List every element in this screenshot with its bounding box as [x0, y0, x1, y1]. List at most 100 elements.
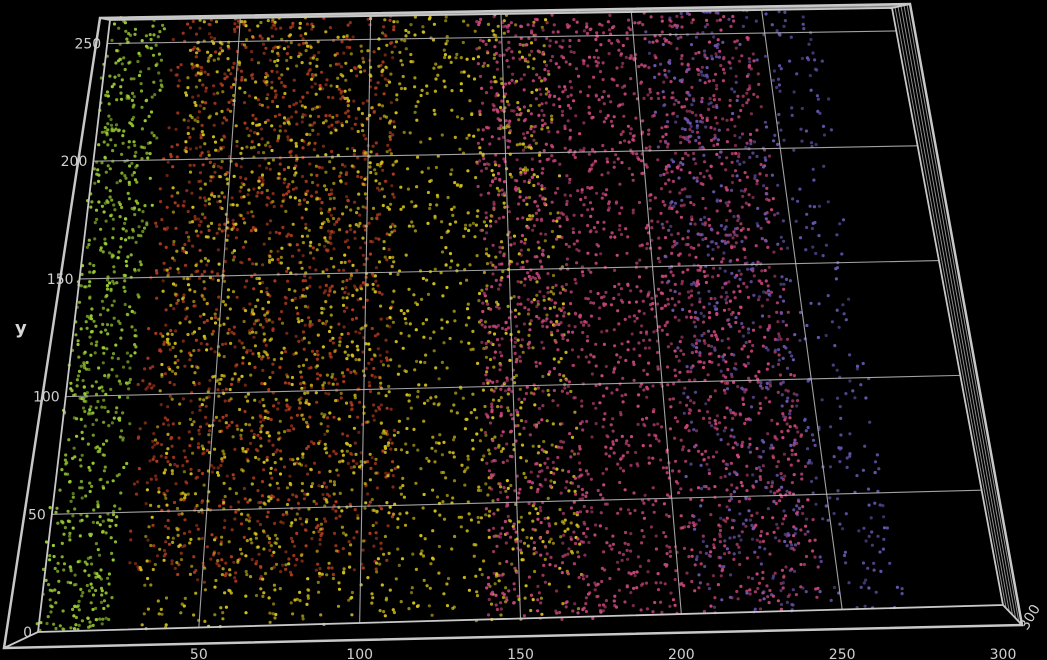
data-point	[547, 582, 552, 586]
data-point	[522, 105, 527, 109]
data-point	[307, 402, 311, 406]
data-point	[106, 332, 110, 336]
data-point	[239, 69, 244, 73]
data-point	[305, 286, 309, 290]
data-point	[289, 601, 293, 605]
data-point	[424, 383, 428, 387]
data-point	[312, 148, 316, 152]
data-point	[127, 180, 131, 184]
data-point	[196, 120, 200, 124]
data-point	[399, 331, 403, 335]
data-point	[522, 541, 527, 545]
data-point	[732, 19, 736, 23]
data-point	[109, 387, 113, 391]
data-point	[155, 136, 159, 140]
data-point	[422, 578, 426, 583]
data-point	[111, 149, 115, 153]
data-point	[464, 323, 468, 327]
data-point	[224, 605, 228, 609]
data-point	[756, 260, 760, 264]
data-point	[545, 419, 549, 423]
data-point	[374, 93, 378, 97]
data-point	[477, 46, 481, 50]
data-point	[188, 444, 192, 448]
data-point	[321, 492, 325, 497]
data-point	[391, 460, 395, 464]
data-point	[466, 169, 470, 173]
data-point	[98, 313, 103, 317]
data-point	[270, 124, 274, 128]
data-point	[300, 293, 304, 298]
data-point	[106, 604, 110, 608]
data-point	[279, 520, 283, 524]
data-point	[355, 530, 359, 534]
data-point	[508, 519, 513, 523]
data-point	[268, 167, 272, 171]
data-point	[526, 544, 530, 548]
data-point	[199, 230, 203, 234]
data-point	[387, 551, 391, 556]
data-point	[162, 548, 167, 553]
data-point	[155, 441, 160, 445]
data-point	[173, 341, 177, 345]
data-point	[159, 58, 163, 62]
data-point	[329, 325, 333, 329]
data-point	[186, 22, 190, 26]
data-point	[623, 317, 627, 321]
data-point	[201, 163, 205, 167]
data-point	[159, 403, 163, 407]
data-point	[491, 438, 495, 443]
data-point	[634, 116, 638, 120]
data-point	[97, 366, 101, 370]
data-point	[756, 298, 761, 302]
data-point	[347, 540, 351, 544]
data-point	[379, 403, 383, 407]
data-point	[566, 103, 571, 108]
data-point	[245, 573, 249, 577]
data-point	[89, 534, 93, 538]
data-point	[198, 78, 202, 82]
data-point	[500, 188, 504, 192]
data-point	[387, 511, 391, 515]
data-point	[300, 115, 305, 119]
data-point	[271, 370, 275, 375]
data-point	[532, 298, 536, 302]
data-point	[346, 23, 350, 27]
data-point	[295, 122, 299, 126]
data-point	[521, 216, 525, 220]
data-point	[328, 469, 332, 473]
data-point	[216, 466, 220, 470]
data-point	[309, 240, 313, 244]
data-point	[104, 531, 108, 535]
data-point	[390, 230, 394, 234]
data-point	[354, 358, 358, 362]
data-point	[187, 180, 191, 184]
data-point	[229, 72, 233, 76]
data-point	[279, 457, 283, 461]
data-point	[198, 171, 203, 175]
data-point	[188, 572, 192, 577]
data-point	[279, 310, 284, 314]
data-point	[299, 382, 303, 386]
data-point	[316, 580, 320, 585]
data-point	[100, 299, 104, 303]
data-point	[319, 613, 323, 617]
data-point	[396, 517, 400, 521]
data-point	[110, 368, 114, 372]
data-point	[373, 461, 377, 466]
data-point	[213, 170, 217, 174]
data-point	[179, 497, 184, 501]
data-point	[381, 449, 385, 453]
data-point	[353, 441, 357, 445]
data-point	[471, 329, 475, 333]
data-point	[552, 366, 557, 371]
data-point	[224, 303, 228, 307]
data-point	[91, 520, 95, 525]
data-point	[105, 480, 110, 484]
data-point	[132, 77, 136, 81]
data-point	[244, 518, 249, 522]
data-point	[502, 31, 506, 35]
data-point	[226, 295, 230, 299]
data-point	[385, 406, 389, 410]
data-point	[330, 284, 334, 288]
